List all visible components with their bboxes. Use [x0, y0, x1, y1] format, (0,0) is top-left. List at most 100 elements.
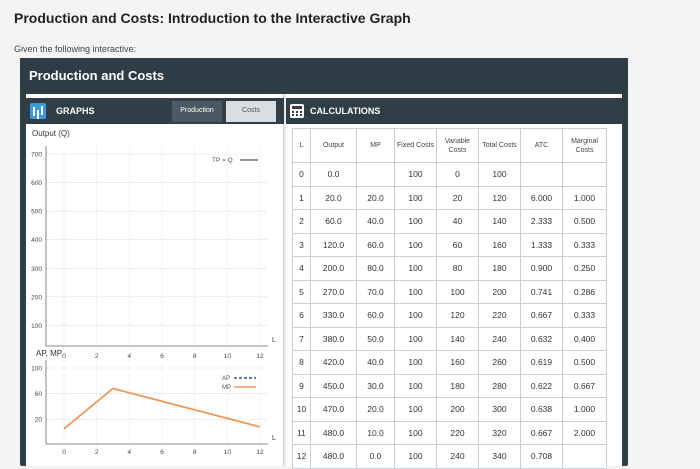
- x-tick-label: 4: [128, 353, 132, 360]
- top-chart-grid: [46, 146, 268, 346]
- table-row: 3 120.0 60.0 100 60 160 1.333 0.333: [292, 232, 607, 257]
- table-cell: 20.0: [310, 185, 357, 210]
- table-cell: 0.638: [520, 397, 563, 422]
- calculations-header: CALCULATIONS: [286, 98, 622, 124]
- table-cell: 80: [436, 256, 479, 281]
- table-cell: 100: [394, 232, 437, 257]
- column-header: ATC: [520, 128, 563, 163]
- table-cell: 340: [478, 444, 521, 469]
- table-cell: 200: [478, 279, 521, 304]
- table-row: 9 450.0 30.0 100 180 280 0.622 0.667: [292, 373, 607, 398]
- table-cell: [562, 444, 607, 469]
- x-tick-label: 10: [224, 449, 232, 456]
- x-tick-label: 12: [256, 449, 264, 456]
- table-cell: 20.0: [356, 397, 395, 422]
- table-row: 8 420.0 40.0 100 160 260 0.619 0.500: [292, 350, 607, 375]
- bottom-chart-y-ticks: 100 60 20: [31, 366, 42, 424]
- table-cell: 0.333: [562, 303, 607, 328]
- bar-chart-icon: [30, 103, 46, 119]
- top-chart-legend: TP = Q: [212, 157, 233, 164]
- table-cell: 0.741: [520, 279, 563, 304]
- bottom-chart-legend-mp: MP: [222, 385, 231, 391]
- table-row: 5 270.0 70.0 100 100 200 0.741 0.286: [292, 279, 607, 304]
- table-cell: 100: [436, 279, 479, 304]
- table-cell: 420.0: [310, 350, 357, 375]
- table-cell: 80.0: [356, 256, 395, 281]
- table-cell: 240: [436, 444, 479, 469]
- table-cell: [562, 162, 607, 187]
- x-tick-label: 0: [62, 353, 66, 360]
- tab-costs[interactable]: Costs: [226, 101, 276, 122]
- table-cell: 180: [478, 256, 521, 281]
- table-cell: 0.708: [520, 444, 563, 469]
- table-cell: 220: [478, 303, 521, 328]
- top-chart-ylabel: Output (Q): [32, 129, 70, 138]
- table-cell: 60.0: [310, 209, 357, 234]
- table-cell: 140: [478, 209, 521, 234]
- table-cell: 0.0: [356, 444, 395, 469]
- top-chart-xlabel: L: [272, 337, 276, 344]
- y-tick-label: 60: [35, 391, 43, 398]
- page-title: Production and Costs: Introduction to th…: [14, 10, 411, 26]
- table-cell: 280: [478, 373, 521, 398]
- table-cell: 12: [292, 444, 311, 469]
- table-row: 1 20.0 20.0 100 20 120 6.000 1.000: [292, 185, 607, 210]
- table-cell: 0.333: [562, 232, 607, 257]
- bottom-chart-xlabel: L: [272, 435, 276, 442]
- table-cell: 50.0: [356, 326, 395, 351]
- table-cell: 40.0: [356, 209, 395, 234]
- table-cell: 60.0: [356, 303, 395, 328]
- table-cell: 100: [394, 397, 437, 422]
- table-cell: [356, 162, 395, 187]
- y-tick-label: 20: [35, 417, 43, 424]
- column-header: Variable Costs: [436, 128, 479, 163]
- table-cell: 100: [394, 350, 437, 375]
- table-cell: 100: [394, 256, 437, 281]
- y-tick-label: 500: [31, 209, 42, 216]
- x-tick-label: 0: [62, 449, 66, 456]
- table-cell: 2: [292, 209, 311, 234]
- table-cell: 470.0: [310, 397, 357, 422]
- table-cell: 100: [394, 209, 437, 234]
- table-cell: 6: [292, 303, 311, 328]
- table-cell: 100: [394, 303, 437, 328]
- table-cell: [520, 162, 563, 187]
- x-tick-label: 12: [256, 353, 264, 360]
- widget-body: GRAPHS Production Costs Output (Q) 700 60…: [26, 94, 622, 469]
- table-cell: 6.000: [520, 185, 563, 210]
- table-cell: 220: [436, 420, 479, 445]
- table-cell: 70.0: [356, 279, 395, 304]
- table-cell: 300: [478, 397, 521, 422]
- graphs-label: GRAPHS: [56, 106, 95, 116]
- table-cell: 60.0: [356, 232, 395, 257]
- table-cell: 330.0: [310, 303, 357, 328]
- top-chart-x-ticks: 0 2 4 6 8 10 12: [62, 353, 264, 360]
- table-cell: 160: [436, 350, 479, 375]
- x-tick-label: 8: [193, 353, 197, 360]
- table-cell: 20: [436, 185, 479, 210]
- table-row: 2 60.0 40.0 100 40 140 2.333 0.500: [292, 209, 607, 234]
- column-header: MP: [356, 128, 395, 163]
- table-cell: 100: [394, 420, 437, 445]
- table-cell: 0.400: [562, 326, 607, 351]
- bottom-chart-ylabel: AP, MP: [36, 349, 62, 358]
- table-cell: 0: [292, 162, 311, 187]
- table-cell: 0.500: [562, 350, 607, 375]
- column-header: L: [292, 128, 311, 163]
- graphs-header: GRAPHS Production Costs: [26, 98, 284, 124]
- y-tick-label: 300: [31, 266, 42, 273]
- y-tick-label: 200: [31, 294, 42, 301]
- table-cell: 1.000: [562, 185, 607, 210]
- y-tick-label: 400: [31, 237, 42, 244]
- table-cell: 1.333: [520, 232, 563, 257]
- tab-production[interactable]: Production: [172, 101, 222, 122]
- table-cell: 0.667: [562, 373, 607, 398]
- widget-title: Production and Costs: [20, 58, 628, 92]
- table-cell: 40.0: [356, 350, 395, 375]
- table-cell: 11: [292, 420, 311, 445]
- mp-series-line: [63, 387, 261, 430]
- table-cell: 10.0: [356, 420, 395, 445]
- bottom-chart-plot-area: [46, 360, 268, 444]
- table-cell: 200.0: [310, 256, 357, 281]
